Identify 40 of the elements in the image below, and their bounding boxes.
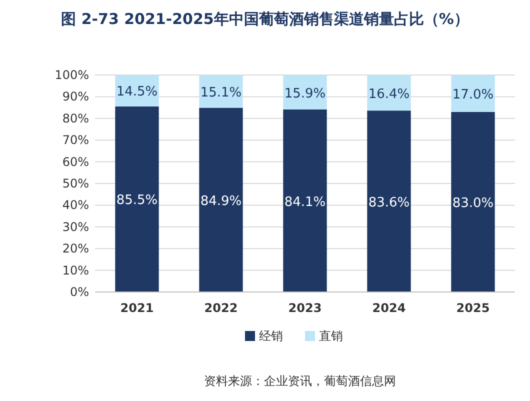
y-tick-label: 60% bbox=[62, 154, 89, 169]
x-tick-label: 2022 bbox=[204, 301, 238, 315]
bar bbox=[283, 110, 327, 292]
x-tick-label: 2025 bbox=[456, 301, 490, 315]
y-tick-label: 100% bbox=[54, 68, 89, 82]
bar bbox=[451, 112, 495, 292]
bar bbox=[367, 75, 411, 111]
data-label: 16.4% bbox=[368, 86, 410, 102]
bar bbox=[199, 108, 243, 292]
data-label: 15.9% bbox=[284, 86, 326, 102]
y-tick-label: 80% bbox=[62, 111, 89, 126]
x-tick-label: 2024 bbox=[372, 301, 406, 315]
y-tick-label: 90% bbox=[62, 90, 89, 104]
x-tick-label: 2023 bbox=[288, 301, 322, 315]
text: 资料来源：企业资讯，葡萄酒信息网 bbox=[204, 374, 396, 388]
legend-label: 经销 bbox=[259, 329, 283, 343]
bar bbox=[115, 75, 159, 106]
x-tick-label: 2021 bbox=[120, 301, 154, 315]
y-tick-label: 20% bbox=[62, 242, 89, 256]
chart-title: 图 2-73 2021-2025年中国葡萄酒销售渠道销量占比（%） bbox=[61, 10, 469, 28]
data-label: 83.0% bbox=[452, 196, 494, 211]
bar bbox=[199, 75, 243, 108]
bar bbox=[367, 110, 411, 292]
data-label: 85.5% bbox=[116, 193, 158, 208]
data-label: 15.1% bbox=[200, 85, 242, 100]
y-tick-label: 10% bbox=[62, 263, 89, 278]
y-tick-label: 40% bbox=[62, 198, 89, 212]
data-label: 84.9% bbox=[200, 194, 242, 209]
y-tick-label: 50% bbox=[62, 176, 89, 190]
data-label: 84.1% bbox=[284, 194, 326, 210]
data-label: 83.6% bbox=[368, 195, 410, 210]
bar bbox=[115, 106, 159, 292]
bar bbox=[283, 75, 327, 110]
legend-label: 直销 bbox=[319, 329, 343, 343]
data-label: 17.0% bbox=[452, 87, 494, 102]
y-tick-label: 70% bbox=[62, 133, 89, 148]
y-tick-label: 30% bbox=[62, 220, 89, 234]
data-label: 14.5% bbox=[116, 84, 158, 100]
bar bbox=[451, 75, 495, 112]
y-tick-label: 0% bbox=[70, 285, 89, 299]
